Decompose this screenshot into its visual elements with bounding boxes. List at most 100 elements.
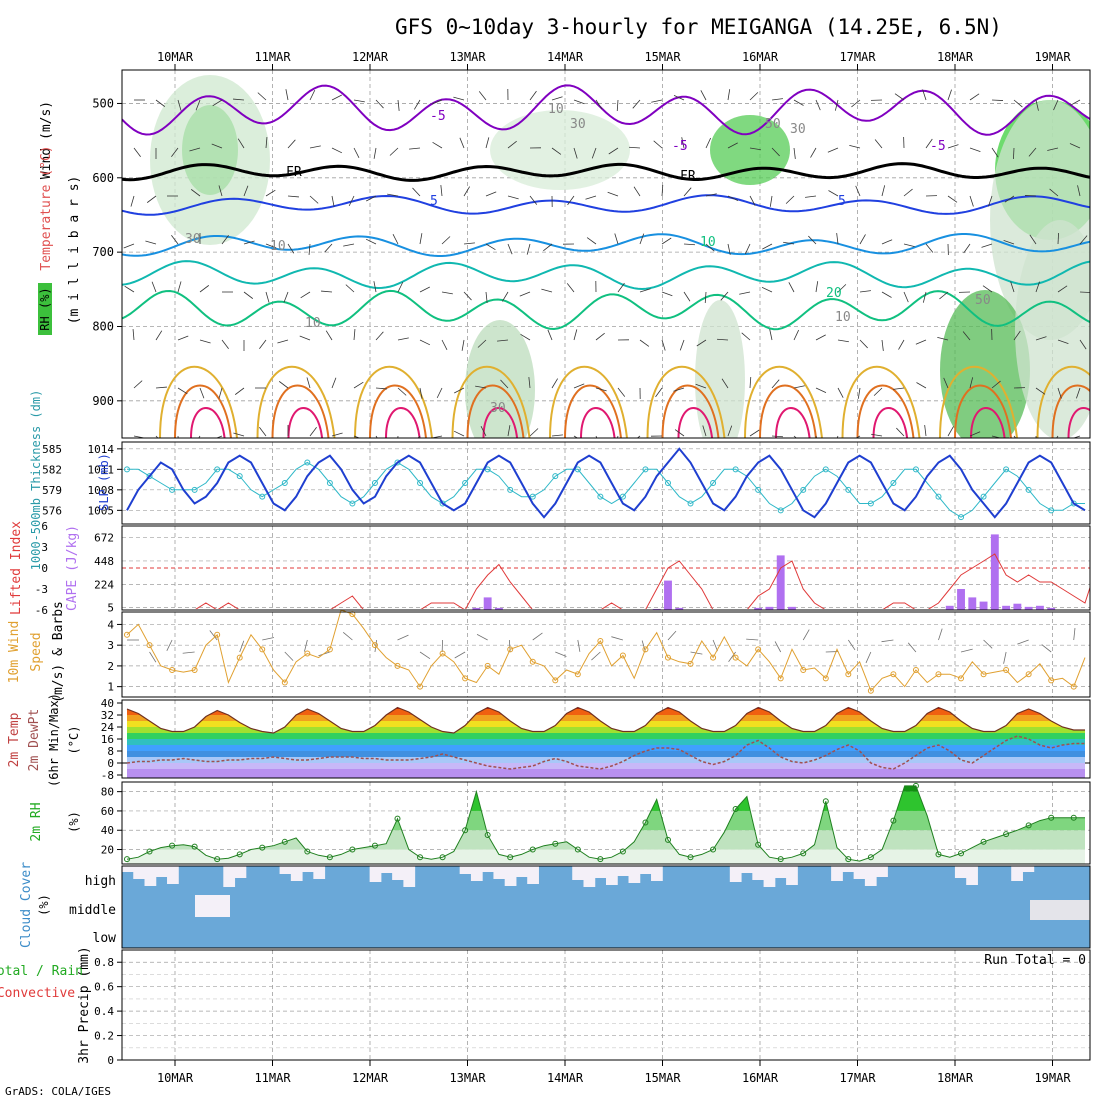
wind-barb [243,291,254,299]
wind-barb [265,137,268,149]
wind-barb [212,99,223,107]
date-label-bottom: 16MAR [742,1071,779,1085]
wind-barb [1047,147,1059,151]
surface-wind-barb [746,638,759,641]
isotherm-low-arch [677,407,714,438]
wind-barb [397,281,404,293]
rh-line-point [552,840,559,847]
thickness-line-point [958,514,965,521]
wind-barb [155,435,159,438]
wind-speed-line-point [1003,667,1010,674]
wind-barb [520,333,531,341]
wind-barb [720,291,729,301]
isotherm-15 [122,260,1090,291]
isotherm-low-arch [775,407,811,438]
contour-label: 30 [790,122,806,137]
date-label-top: 19MAR [1034,50,1071,64]
wind-barb [881,185,886,197]
wind-barb [419,339,431,346]
rh-plot [127,785,1085,864]
wind-barb [454,387,465,394]
rh-line-point [259,844,266,851]
rh-line-point [1003,831,1010,838]
cape-bar [1035,605,1044,610]
rh-shading [1015,220,1090,438]
wind-barb [177,281,182,293]
thickness-line-point [710,480,717,486]
wind-barb [501,291,509,302]
cape-bar [1024,606,1033,610]
surface-wind-barb [712,639,718,652]
surface-wind-barb [555,651,567,657]
wind-barb [881,239,893,245]
wind-speed-line-point [417,683,424,690]
isotherm-low-arch [970,407,1006,438]
wind-barb [828,190,839,197]
wind-barb [837,284,847,293]
wind-barb [485,137,490,149]
wind-barb [497,339,509,342]
temp-band [127,769,1085,778]
isotherm-low-arch [451,365,531,438]
cloud-clear-cell [954,866,967,878]
surface-wind-barb [938,628,943,641]
wind-barb [309,89,316,101]
cloud-ylabel-2: (%) [37,894,51,916]
wind-barb [309,195,319,204]
surface-wind-barb [182,651,195,654]
temp-ylabel-1: 2m Temp [7,712,22,767]
wind-barb [871,433,883,437]
date-label-top: 14MAR [547,50,584,64]
temp-plot [126,707,1085,778]
wind-barb [265,243,277,249]
wind-barb [1029,234,1037,245]
wind-barb [331,147,343,154]
cape-bar [754,607,763,610]
wind-barb [397,99,400,111]
thickness-line-point [552,473,559,480]
thickness-line-point [236,473,243,480]
thickness-line-point [890,480,897,486]
temp-band [127,721,1085,727]
cloud-clear-cell [729,866,742,882]
wind-barb [436,387,443,399]
cloud-clear-cell [853,866,866,879]
wind-barb [815,99,821,111]
wind-barb [639,339,650,347]
cape-bar [990,534,999,610]
wind-speed-line-point [552,677,559,684]
wind-barb [681,137,685,149]
rh-line-point [394,815,401,822]
panel-frame-rh [121,781,1091,865]
wind-barb [739,291,751,295]
wind-barb [1004,195,1015,203]
surface-wind-barb [397,634,409,641]
isotherm-low-arch [872,407,909,438]
wind-speed-line-point [529,658,536,665]
wind-speed-line-point [958,675,965,682]
wind-barb [453,96,465,101]
cloud-clear-cell [774,866,787,878]
temp-band [127,763,1085,769]
wind-barb [749,195,756,206]
thickness-line-point [1070,500,1077,507]
isotherm-low-arch [564,384,622,438]
wind-barb [171,234,179,245]
wind-barb [617,387,626,397]
wind-speed-line-point [124,631,130,638]
li-tick-label: 3 [41,541,48,554]
cloud-clear-cell [583,866,596,887]
wind-barb [849,144,861,149]
wind-barb [859,234,866,245]
isotherm-low-arch [1051,384,1090,438]
wind-barb [653,140,663,149]
contour-label: 10 [548,102,564,117]
upper-air-plot [122,75,1090,438]
wind-barb [440,185,443,197]
temp-band [127,715,1085,721]
wind-barb [857,387,861,399]
wind-barb [749,429,760,437]
wind-speed-line-point [687,660,694,667]
isotherm-minus5 [122,84,1090,136]
slp-tick-label: 1005 [88,504,115,517]
